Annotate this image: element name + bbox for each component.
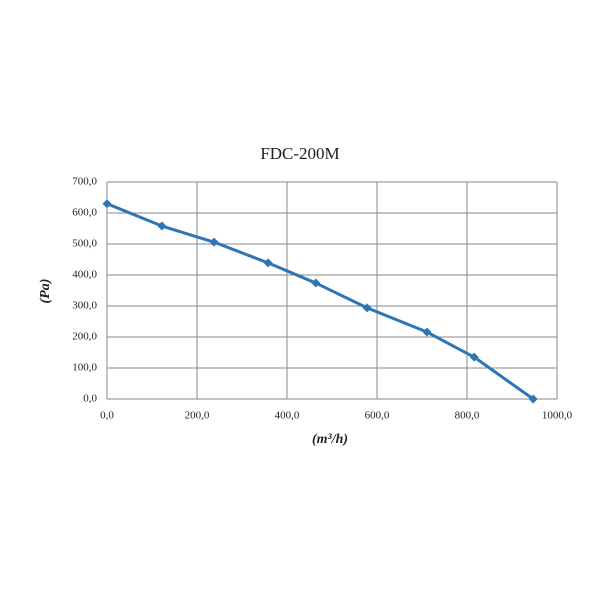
y-tick-label: 100,0 <box>72 362 97 374</box>
x-axis-label: (m³/h) <box>312 432 348 447</box>
data-point <box>263 258 273 268</box>
data-point <box>102 199 112 209</box>
y-tick-label: 700,0 <box>72 176 97 188</box>
x-tick-label: 400,0 <box>275 410 300 422</box>
chart-title: FDC-200M <box>260 144 339 163</box>
data-point <box>528 394 538 404</box>
y-tick-label: 300,0 <box>72 300 97 312</box>
y-tick-label: 600,0 <box>72 207 97 219</box>
x-tick-label: 200,0 <box>185 410 210 422</box>
y-tick-label: 0,0 <box>83 393 97 405</box>
data-point <box>422 327 432 337</box>
y-tick-label: 200,0 <box>72 331 97 343</box>
data-point <box>469 352 479 362</box>
data-point <box>157 221 167 231</box>
y-tick-label: 500,0 <box>72 238 97 250</box>
x-tick-label: 0,0 <box>100 410 114 422</box>
x-tick-label: 800,0 <box>455 410 480 422</box>
y-tick-label: 400,0 <box>72 269 97 281</box>
data-point <box>362 303 372 313</box>
data-point <box>209 237 219 247</box>
y-axis-label: (Pa) <box>38 279 53 304</box>
x-tick-label: 600,0 <box>365 410 390 422</box>
data-point <box>311 278 321 288</box>
x-tick-label: 1000,0 <box>542 410 573 422</box>
